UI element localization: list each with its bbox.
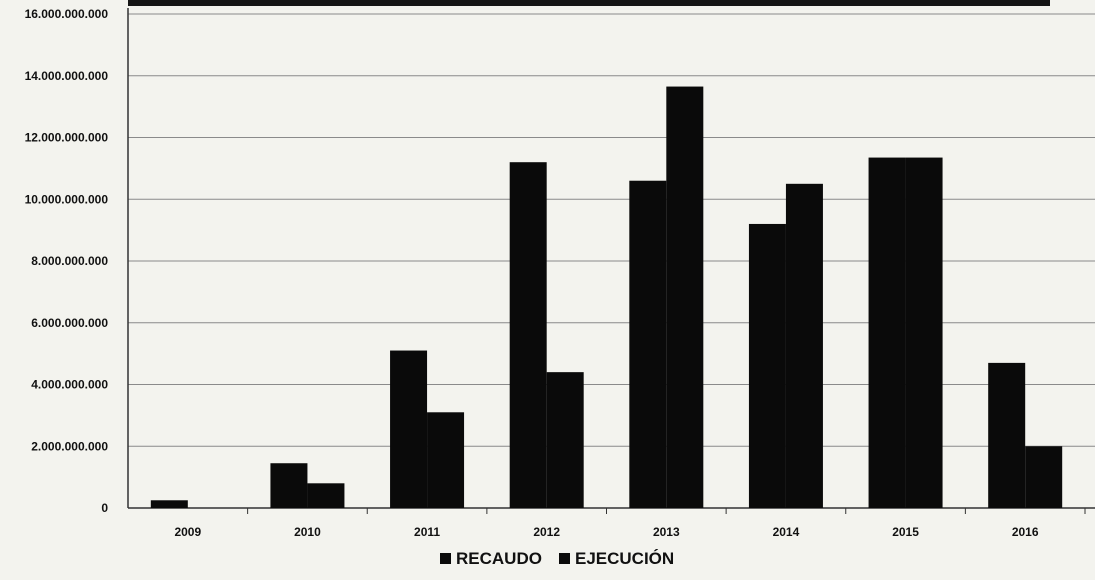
bars: [150, 86, 1063, 509]
x-tick-label: 2014: [773, 525, 800, 539]
y-tick-label: 14.000.000.000: [25, 69, 109, 83]
bar-ejecuci-n-2011: [427, 412, 465, 508]
plot-top-band: [128, 0, 1050, 6]
bar-ejecuci-n-2012: [546, 372, 584, 508]
x-tick-label: 2010: [294, 525, 321, 539]
gridlines: [128, 13, 1095, 447]
y-tick-label: 8.000.000.000: [31, 254, 108, 268]
x-tick-label: 2012: [533, 525, 560, 539]
legend: RECAUDO EJECUCIÓN: [440, 549, 674, 568]
bar-recaudo-2011: [390, 350, 428, 508]
y-tick-label: 12.000.000.000: [25, 131, 109, 145]
axes: [127, 0, 1095, 514]
bar-recaudo-2009: [150, 500, 188, 508]
bar-recaudo-2012: [509, 162, 547, 508]
x-tick-label: 2009: [174, 525, 201, 539]
y-tick-label: 10.000.000.000: [25, 192, 109, 206]
y-tick-label: 0: [101, 501, 108, 515]
x-tick-label: 2011: [414, 525, 440, 539]
bar-ejecuci-n-2016: [1025, 446, 1063, 508]
bar-recaudo-2016: [988, 362, 1026, 508]
legend-swatch: [440, 553, 451, 564]
bar-recaudo-2010: [270, 463, 308, 508]
legend-label: EJECUCIÓN: [575, 549, 674, 568]
y-tick-label: 16.000.000.000: [25, 7, 109, 21]
bar-ejecuci-n-2015: [905, 157, 943, 508]
x-tick-label: 2015: [892, 525, 919, 539]
bar-recaudo-2013: [629, 180, 667, 508]
x-tick-label: 2013: [653, 525, 680, 539]
labels: 0 2.000.000.000 4.000.000.000 6.000.000.000…: [25, 7, 1039, 539]
bar-ejecuci-n-2013: [666, 86, 704, 509]
y-tick-label: 2.000.000.000: [31, 439, 108, 453]
bar-ejecuci-n-2014: [785, 183, 823, 508]
bar-recaudo-2014: [748, 223, 786, 508]
y-tick-label: 6.000.000.000: [31, 316, 108, 330]
legend-label: RECAUDO: [456, 549, 542, 568]
y-tick-label: 4.000.000.000: [31, 378, 108, 392]
bar-recaudo-2015: [868, 157, 906, 508]
legend-swatch: [559, 553, 570, 564]
x-tick-label: 2016: [1012, 525, 1039, 539]
bar-ejecuci-n-2010: [307, 483, 345, 508]
